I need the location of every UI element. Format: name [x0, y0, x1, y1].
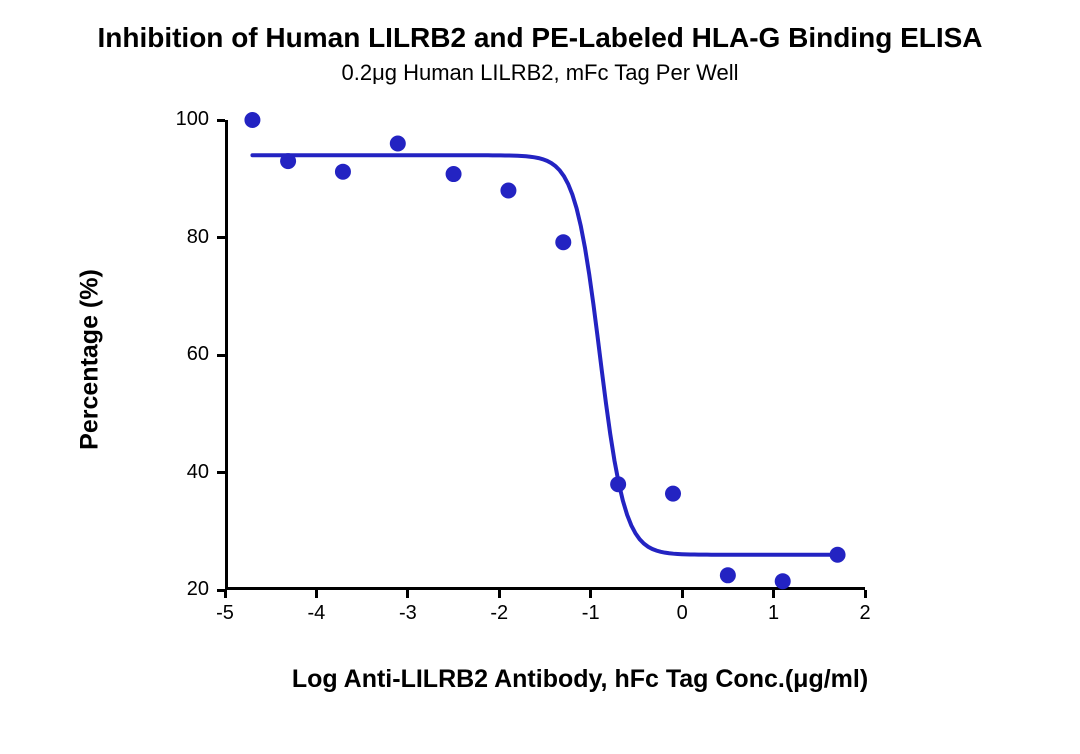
y-axis-label: Percentage (%) [76, 210, 105, 510]
y-tick-label: 80 [157, 226, 209, 249]
data-point [280, 153, 296, 169]
y-tick-label: 100 [157, 108, 209, 131]
y-tick [217, 119, 225, 122]
x-tick [681, 590, 684, 598]
x-tick-label: -1 [566, 602, 616, 625]
y-tick [217, 354, 225, 357]
y-tick [217, 236, 225, 239]
data-point [335, 164, 351, 180]
data-point [830, 547, 846, 563]
data-point [446, 166, 462, 182]
x-tick [498, 590, 501, 598]
chart-container: Inhibition of Human LILRB2 and PE-Labele… [0, 0, 1080, 754]
y-tick-label: 40 [157, 461, 209, 484]
x-tick-label: -3 [383, 602, 433, 625]
chart-subtitle: 0.2μg Human LILRB2, mFc Tag Per Well [0, 60, 1080, 86]
data-point [775, 573, 791, 589]
plot-area: 20406080100-5-4-3-2-1012 [225, 120, 865, 590]
data-point [665, 486, 681, 502]
plot-svg [225, 120, 865, 590]
x-tick-label: 2 [840, 602, 890, 625]
x-tick [406, 590, 409, 598]
x-tick [864, 590, 867, 598]
x-tick [315, 590, 318, 598]
x-tick-label: 0 [657, 602, 707, 625]
x-tick [589, 590, 592, 598]
chart-title: Inhibition of Human LILRB2 and PE-Labele… [0, 22, 1080, 54]
y-tick-label: 60 [157, 343, 209, 366]
fit-curve [252, 155, 837, 555]
data-point [555, 234, 571, 250]
x-tick [224, 590, 227, 598]
data-point [390, 136, 406, 152]
data-point [244, 112, 260, 128]
x-tick-label: -2 [474, 602, 524, 625]
x-tick-label: -4 [291, 602, 341, 625]
y-tick-label: 20 [157, 578, 209, 601]
data-point [720, 567, 736, 583]
x-tick-label: 1 [749, 602, 799, 625]
x-tick-label: -5 [200, 602, 250, 625]
x-axis-label: Log Anti-LILRB2 Antibody, hFc Tag Conc.(… [40, 665, 1080, 694]
x-tick [772, 590, 775, 598]
y-tick [217, 471, 225, 474]
data-point [500, 183, 516, 199]
data-point [610, 476, 626, 492]
